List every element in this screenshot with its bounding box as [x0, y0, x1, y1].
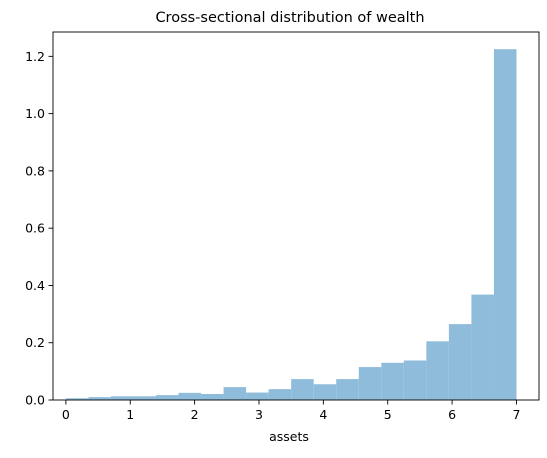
chart-title: Cross-sectional distribution of wealth: [155, 10, 424, 26]
y-tick-label: 0.6: [25, 221, 45, 236]
histogram-bar-16: [426, 341, 449, 400]
histogram-bar-17: [448, 324, 472, 400]
histogram-bar-5: [178, 392, 202, 400]
x-axis-ticks: 0 1 2 3 4 5 6 7: [62, 400, 520, 422]
histogram-bar-7: [223, 387, 247, 400]
y-tick-label: 0.2: [25, 335, 45, 350]
y-tick-label: 1.2: [25, 49, 45, 64]
histogram-bar-12: [336, 379, 359, 400]
x-tick-label: 1: [126, 407, 134, 422]
x-axis-label: assets: [269, 429, 309, 444]
x-tick-label: 4: [319, 407, 327, 422]
x-tick-label: 6: [448, 407, 456, 422]
histogram-bar-3: [133, 396, 156, 400]
histogram-bar-8: [246, 392, 269, 400]
x-tick-label: 7: [512, 407, 520, 422]
histogram-bar-4: [155, 395, 179, 400]
histogram-bar-15: [403, 360, 427, 400]
histogram-bar-18: [471, 294, 494, 400]
histogram-bar-19: [493, 49, 517, 401]
histogram-bar-9: [268, 389, 292, 400]
histogram-bar-6: [201, 393, 224, 400]
histogram-bar-1: [88, 397, 111, 400]
histogram-bar-10: [291, 379, 314, 400]
x-tick-label: 5: [384, 407, 392, 422]
x-tick-label: 0: [62, 407, 70, 422]
histogram-bar-2: [110, 396, 134, 400]
x-tick-label: 3: [255, 407, 263, 422]
y-tick-label: 1.0: [25, 106, 45, 121]
y-tick-label: 0.0: [25, 393, 45, 408]
histogram-bar-13: [358, 367, 382, 400]
y-axis-ticks: 0.0 0.2 0.4 0.6 0.8 1.0 1.2: [25, 49, 53, 408]
x-tick-label: 2: [191, 407, 199, 422]
plot-frame: [52, 31, 540, 401]
histogram-bar-14: [381, 362, 404, 400]
histogram-bar-11: [313, 384, 337, 400]
y-tick-label: 0.8: [25, 163, 45, 178]
histogram-bar-0: [65, 398, 89, 400]
histogram-bars: [65, 49, 517, 401]
y-tick-label: 0.4: [25, 278, 45, 293]
axes: [52, 31, 540, 401]
